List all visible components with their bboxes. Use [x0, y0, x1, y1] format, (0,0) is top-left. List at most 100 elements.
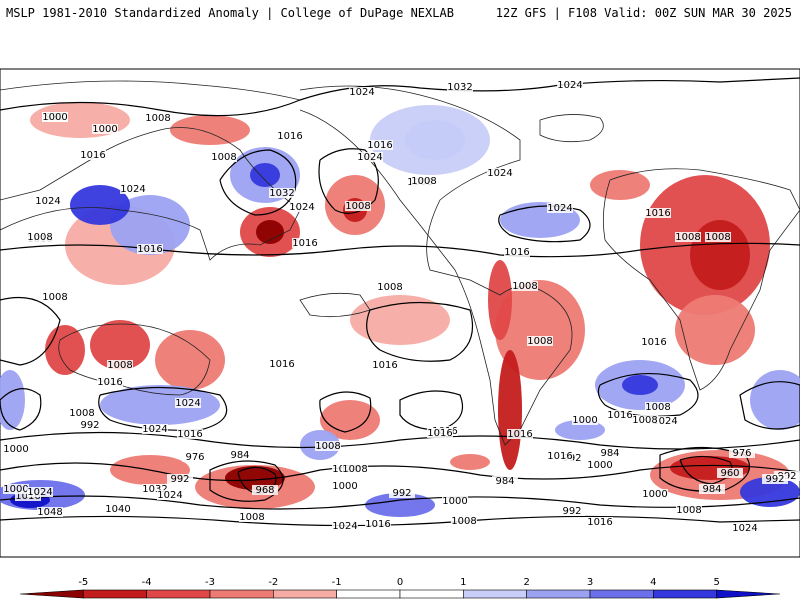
isobar-label: 1008 [451, 516, 476, 527]
isobar-label-bg [105, 504, 131, 514]
isobar-label-bg [157, 490, 183, 500]
coastline [0, 127, 301, 261]
isobar-label: 1008 [42, 292, 67, 303]
isobar-label: 1008 [315, 441, 340, 452]
isobar-label: 1008 [345, 201, 370, 212]
colorbar-segment [716, 589, 781, 599]
isobar-label-bg [211, 152, 237, 162]
isobar-label: 1016 [277, 131, 302, 142]
isobar-label: 1032 [269, 188, 294, 199]
isobar-label: 1016 [80, 150, 105, 161]
isobar-label: 1008 [527, 336, 552, 347]
isobar-label: 1024 [557, 80, 582, 91]
isobar-label: 1048 [37, 507, 62, 518]
coastline [602, 168, 800, 391]
header-right-title: 12Z GFS | F108 Valid: 00Z SUN MAR 30 202… [495, 6, 792, 20]
isobar-label: 1008 [632, 415, 657, 426]
isobar-label-bg [167, 474, 193, 484]
isobar-contour [399, 390, 464, 431]
isobar-labels: 9921000100810161024103210241024100810161… [3, 80, 800, 534]
anomaly-region [622, 375, 658, 395]
isobar-contour [0, 388, 42, 431]
isobar-label-bg [269, 359, 295, 369]
isobar-label: 1016 [587, 517, 612, 528]
anomaly-region [370, 105, 490, 175]
colorbar-tick-label: 4 [650, 577, 656, 588]
isobar-label-bg [504, 247, 530, 257]
isobar-label: 1000 [332, 481, 357, 492]
colorbar-tick-label: 5 [713, 577, 719, 588]
colorbar-tick-label: 2 [523, 577, 529, 588]
isobar-label-bg [27, 232, 53, 242]
anomaly-region [155, 330, 225, 390]
isobar-label: 984 [495, 476, 514, 487]
isobar-contour [366, 301, 474, 362]
isobar-label: 1024 [142, 424, 167, 435]
isobar-contour [659, 446, 750, 492]
isobar-label-bg [80, 150, 106, 160]
isobar-label-bg [587, 517, 613, 527]
isobar-label-bg [717, 468, 743, 478]
isobar-label-bg [142, 424, 168, 434]
isobar-label: 1024 [349, 87, 374, 98]
anomaly-region [350, 295, 450, 345]
isobar-label: 1040 [105, 504, 130, 515]
isobar-label: 992 [80, 420, 99, 431]
isobar-label-bg [427, 428, 453, 438]
isobar-label-bg [632, 415, 658, 425]
isobar-label-bg [332, 521, 358, 531]
isobar-label-bg [77, 420, 103, 430]
isobar-label-bg [652, 416, 678, 426]
colorbar-segment [526, 589, 591, 599]
isobar-label-bg [92, 124, 118, 134]
isobar-label-bg [389, 488, 415, 498]
colorbar-segment [336, 589, 401, 599]
isobar-label-bg [547, 203, 573, 213]
isobar-label: 1024 [357, 152, 382, 163]
anomaly-region [170, 115, 250, 145]
isobar-label-bg [269, 188, 295, 198]
isobar-label: 992 [170, 474, 189, 485]
isobar-label: 1016 [507, 429, 532, 440]
isobar-label-bg [27, 487, 53, 497]
isobar-label-bg [175, 398, 201, 408]
isobar-label: 1024 [157, 490, 182, 501]
isobar-contour [0, 296, 61, 366]
isobar-label: 1000 [3, 484, 28, 495]
isobar-label: 1008 [645, 402, 670, 413]
colorbar-tick-label: -3 [205, 577, 215, 588]
isobar-label: 1024 [547, 203, 572, 214]
colorbar-segment [83, 589, 147, 599]
isobar-label-bg [557, 80, 583, 90]
isobar-label-bg [177, 429, 203, 439]
isobar-label: 1024 [35, 196, 60, 207]
isobar-label: 1000 [442, 496, 467, 507]
isobar-label: 1032 [142, 484, 167, 495]
isobar-label-bg [37, 507, 63, 517]
isobar-label-bg [142, 484, 168, 494]
isobar-label-bg [512, 281, 538, 291]
isobar-label-bg [365, 519, 391, 529]
isobar-label: 1016 [177, 429, 202, 440]
isobar-label: 1000 [587, 460, 612, 471]
isobar-label: 1024 [120, 184, 145, 195]
isobar-label: 1016 [427, 428, 452, 439]
isobar-label: 1024 [732, 523, 757, 534]
isobar-label-bg [332, 481, 358, 491]
isobar-label-bg [42, 112, 68, 122]
isobar-contour [0, 462, 800, 482]
isobar-label-bg [349, 87, 375, 97]
isobar-label: 1024 [332, 521, 357, 532]
isobar-label-bg [252, 485, 278, 495]
isobar-label-bg [357, 152, 383, 162]
isobar-label: 1016 [367, 140, 392, 151]
isobar-label-bg [3, 484, 29, 494]
isobar-label: 1008 [342, 464, 367, 475]
isobar-contour [319, 391, 372, 433]
isobar-label-bg [277, 131, 303, 141]
isobar-label: 1016 [607, 410, 632, 421]
isobar-label-bg [597, 448, 623, 458]
isobar-label-bg [367, 140, 393, 150]
colorbar-segment [19, 589, 84, 599]
